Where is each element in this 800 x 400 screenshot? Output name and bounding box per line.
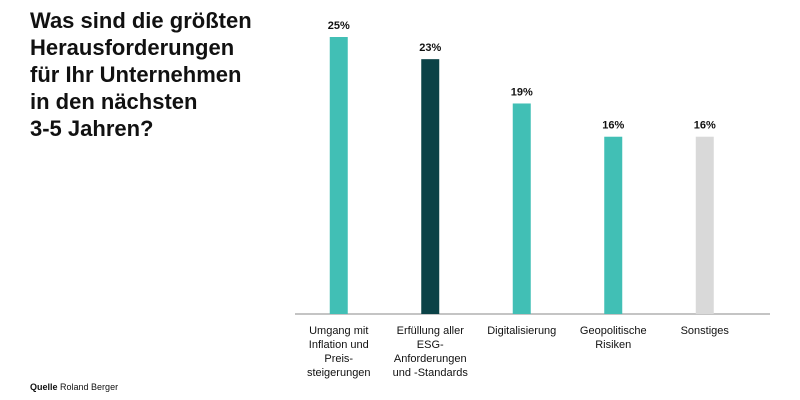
- value-label: 19%: [511, 86, 533, 98]
- source: Quelle Roland Berger: [30, 382, 118, 392]
- value-label: 23%: [419, 42, 441, 54]
- value-label: 16%: [602, 120, 624, 132]
- x-tick-label: Digitalisierung: [487, 325, 556, 337]
- bar: [421, 59, 440, 314]
- bar: [512, 103, 531, 314]
- value-label: 16%: [694, 120, 716, 132]
- bar: [695, 136, 714, 314]
- x-tick-label: Erfüllung aller ESG-Anforderungen und -Sta…: [393, 325, 469, 379]
- chart-title: Was sind die größten Herausforderungen für…: [30, 8, 252, 141]
- x-tick-label: Geopolitische Risiken: [580, 325, 647, 351]
- bar: [604, 136, 623, 314]
- bar: [329, 37, 348, 314]
- x-tick-label: Sonstiges: [681, 325, 730, 337]
- value-label: 25%: [328, 20, 350, 32]
- x-tick-label: Umgang mit Inflation und Preis-steigerunge…: [307, 325, 371, 379]
- source-label: Quelle: [30, 382, 58, 392]
- source-name: Roland Berger: [60, 382, 118, 392]
